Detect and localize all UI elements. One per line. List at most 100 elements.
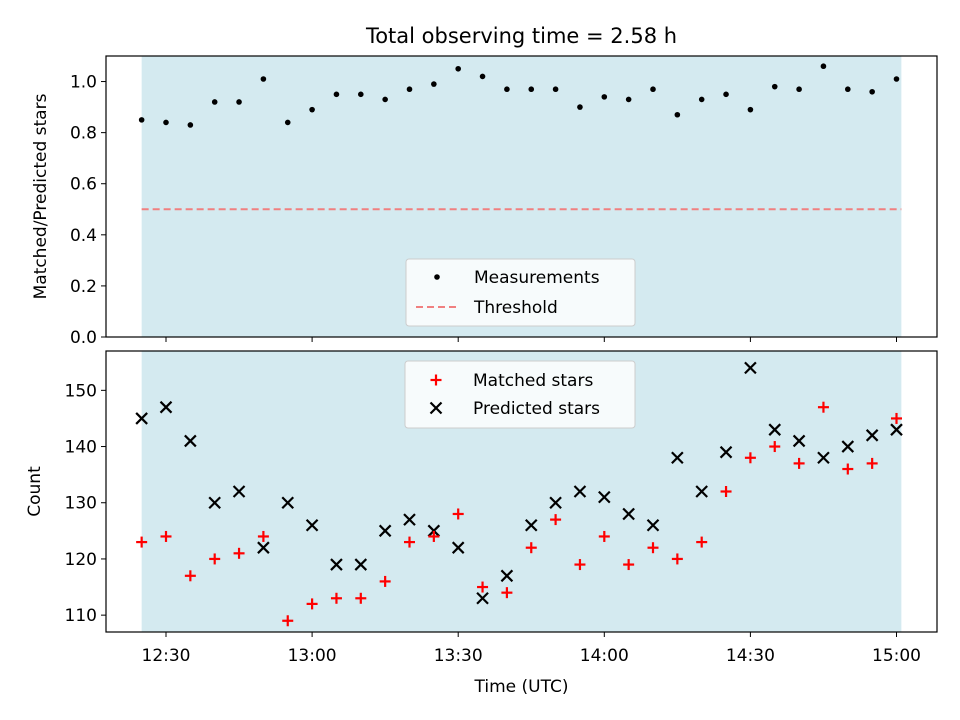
time-x-label: Time (UTC): [474, 677, 569, 697]
matched-star-point: [647, 542, 659, 554]
matched-star-point: [355, 592, 367, 604]
measurement-point: [260, 76, 267, 82]
matched-star-point: [501, 587, 513, 599]
predicted-star-point: [549, 496, 562, 510]
x-tick-label: 13:00: [288, 646, 337, 666]
matched-star-point: [282, 615, 294, 627]
y-tick-label: 150: [65, 381, 97, 401]
matched-star-point: [160, 530, 172, 542]
legend-measurements-marker: [434, 274, 440, 280]
measurement-point: [820, 63, 827, 70]
matched-star-point: [696, 536, 708, 548]
predicted-star-point: [719, 445, 733, 459]
matched-star-point: [671, 553, 683, 565]
matched-star-point: [817, 401, 829, 413]
y-tick-label: 140: [65, 438, 97, 458]
ratio-panel: 0.0 0.2 0.4 0.6 0.8 1.0 Total observing time …: [31, 24, 938, 348]
x-tick-label: 15:00: [872, 646, 921, 666]
predicted-star-point: [354, 558, 368, 571]
matched-star-point: [430, 374, 442, 386]
measurement-point: [309, 106, 315, 113]
predicted-star-point: [695, 485, 708, 498]
predicted-star-point: [792, 434, 806, 448]
measurement-point: [552, 86, 559, 93]
predicted-star-point: [841, 440, 855, 453]
matched-star-point: [574, 559, 586, 571]
predicted-star-point: [598, 490, 611, 504]
legend-matched-label: Matched stars: [473, 371, 593, 391]
x-tick-label: 14:00: [580, 646, 629, 666]
measurement-point: [674, 111, 681, 118]
predicted-star-point: [135, 412, 148, 425]
ratio-y-label: Matched/Predicted stars: [31, 93, 51, 299]
count-panel: 110 120 130 140 150 12:30 13:00 13:30 14:00 14:3…: [25, 350, 938, 697]
measurement-point: [284, 119, 291, 126]
count-legend-box: [404, 360, 636, 429]
measurement-point: [455, 65, 462, 72]
measurement-point: [698, 96, 705, 103]
y-tick-label: 0.0: [70, 328, 97, 348]
matched-star-point: [233, 547, 245, 559]
measurement-point: [869, 88, 875, 95]
predicted-star-point: [451, 541, 465, 554]
predicted-star-point: [403, 513, 416, 526]
measurement-point: [479, 73, 486, 80]
matched-star-point: [720, 486, 732, 497]
matched-star-point: [306, 598, 318, 610]
measurement-point: [358, 91, 364, 98]
y-tick-label: 110: [65, 606, 97, 626]
predicted-star-point: [671, 451, 684, 465]
matched-star-point: [330, 592, 342, 604]
predicted-star-point: [865, 429, 879, 442]
x-tick-label: 14:30: [726, 646, 775, 666]
matched-star-point: [769, 441, 781, 453]
matched-star-point: [891, 412, 902, 424]
measurement-point: [625, 96, 632, 103]
matched-star-point: [452, 508, 464, 520]
count-y-axis: 110 120 130 140 150: [65, 381, 106, 626]
predicted-star-point: [817, 451, 830, 465]
matched-star-point: [744, 452, 756, 464]
count-points: [135, 361, 903, 627]
measurement-point: [211, 99, 218, 105]
measurement-point: [431, 81, 437, 87]
predicted-star-point: [184, 434, 197, 448]
matched-star-point: [379, 575, 391, 587]
predicted-star-point: [476, 592, 489, 605]
predicted-star-point: [744, 361, 757, 375]
measurement-point: [893, 76, 900, 82]
predicted-star-point: [208, 496, 221, 510]
measurement-point: [138, 117, 145, 123]
matched-star-point: [257, 530, 269, 542]
measurement-point: [771, 83, 778, 90]
ratio-x-axis: [165, 337, 897, 342]
measurement-point: [236, 99, 242, 105]
matched-star-point: [866, 457, 878, 469]
measurement-point: [187, 122, 194, 128]
legend-matched-marker: [430, 374, 442, 386]
count-x-axis: 12:30 13:00 13:30 14:00 14:30 15:00: [142, 632, 921, 666]
measurement-point: [163, 119, 169, 126]
x-tick-label: 12:30: [142, 646, 191, 666]
predicted-star-point: [573, 485, 587, 498]
count-panel-frame: [105, 350, 938, 633]
predicted-star-point: [257, 541, 270, 554]
x-tick-label: 13:30: [434, 646, 483, 666]
ratio-legend-box: [405, 258, 636, 327]
matched-star-point: [184, 570, 196, 582]
ratio-y-axis: 0.0 0.2 0.4 0.6 0.8 1.0: [70, 73, 106, 348]
legend-predicted-label: Predicted stars: [473, 399, 600, 419]
measurement-point: [406, 86, 413, 93]
y-tick-label: 130: [65, 494, 97, 514]
y-tick-label: 0.2: [70, 277, 97, 297]
legend-threshold-label: Threshold: [473, 298, 558, 318]
predicted-star-point: [768, 423, 782, 436]
matched-star-point: [404, 536, 415, 548]
predicted-star-point: [305, 518, 319, 532]
matched-star-point: [842, 463, 854, 475]
measurement-point: [747, 106, 754, 113]
y-tick-label: 0.4: [70, 226, 97, 246]
predicted-star-point: [890, 423, 903, 436]
ratio-legend: Measurements Threshold: [405, 258, 636, 327]
